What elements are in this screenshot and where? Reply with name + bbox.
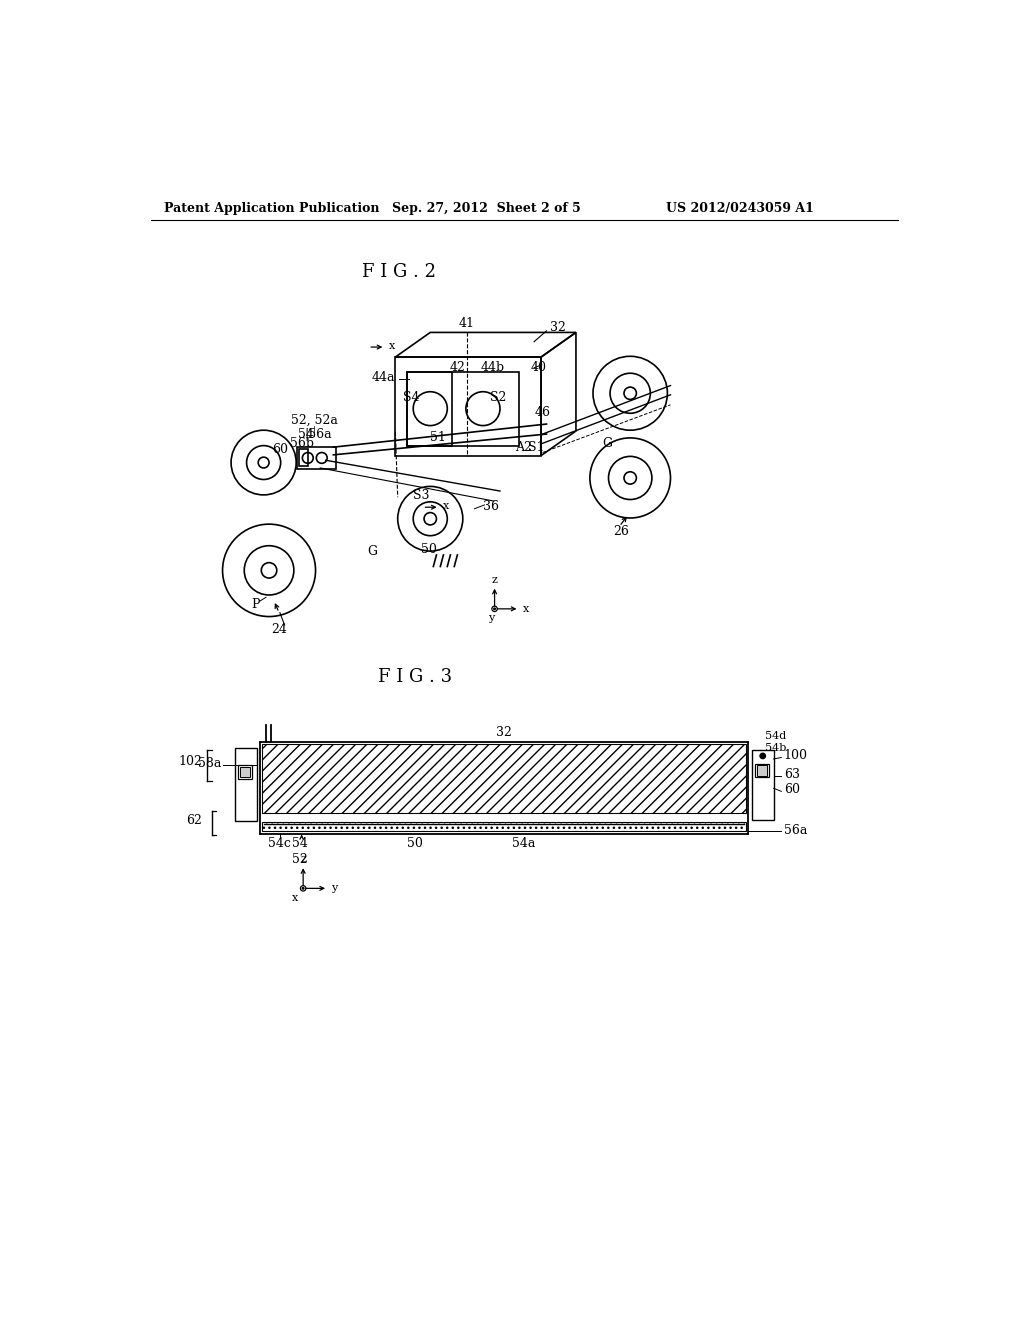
Bar bbox=[240, 767, 251, 777]
Text: 52, 52a: 52, 52a bbox=[291, 413, 338, 426]
Text: x: x bbox=[522, 603, 528, 614]
Bar bbox=[297, 447, 336, 469]
Bar bbox=[395, 358, 541, 455]
Bar bbox=[262, 822, 745, 832]
Text: 41: 41 bbox=[459, 317, 475, 330]
Text: 100: 100 bbox=[783, 750, 808, 763]
Bar bbox=[407, 372, 452, 446]
Text: 26: 26 bbox=[613, 524, 629, 537]
Text: 54c: 54c bbox=[267, 837, 291, 850]
Text: 58a: 58a bbox=[198, 758, 221, 770]
Text: F I G . 2: F I G . 2 bbox=[362, 264, 436, 281]
Text: 54a: 54a bbox=[512, 837, 535, 850]
Bar bbox=[262, 744, 745, 813]
Text: 54: 54 bbox=[292, 837, 308, 850]
Text: |56a: |56a bbox=[304, 428, 332, 441]
Text: Sep. 27, 2012  Sheet 2 of 5: Sep. 27, 2012 Sheet 2 of 5 bbox=[391, 202, 581, 215]
Text: 63: 63 bbox=[783, 768, 800, 781]
Text: x: x bbox=[388, 341, 394, 351]
Text: 44a: 44a bbox=[372, 371, 395, 384]
Bar bbox=[299, 449, 308, 466]
Text: 51: 51 bbox=[430, 430, 445, 444]
Text: 60: 60 bbox=[272, 444, 289, 455]
Text: 32: 32 bbox=[496, 726, 512, 739]
Text: 102: 102 bbox=[178, 755, 203, 768]
Text: Patent Application Publication: Patent Application Publication bbox=[164, 202, 379, 215]
Text: 40: 40 bbox=[530, 362, 547, 375]
Text: G: G bbox=[602, 437, 612, 450]
Text: 54d: 54d bbox=[765, 731, 786, 741]
Text: y: y bbox=[331, 883, 337, 894]
Text: 62: 62 bbox=[186, 814, 203, 828]
Text: S1: S1 bbox=[528, 441, 545, 454]
Text: 54b: 54b bbox=[765, 743, 786, 754]
Text: z: z bbox=[492, 574, 498, 585]
Text: 46: 46 bbox=[535, 407, 551, 418]
Text: 52: 52 bbox=[292, 853, 308, 866]
Text: 24: 24 bbox=[271, 623, 287, 636]
Text: 36: 36 bbox=[482, 500, 499, 513]
Text: A2: A2 bbox=[515, 441, 531, 454]
Text: 56b: 56b bbox=[291, 437, 314, 450]
Text: 44b: 44b bbox=[480, 362, 504, 375]
Text: 32: 32 bbox=[550, 321, 566, 334]
Text: x: x bbox=[442, 500, 449, 511]
Text: S3: S3 bbox=[413, 490, 429, 502]
Text: 42: 42 bbox=[450, 362, 465, 375]
Text: y: y bbox=[487, 612, 494, 623]
Text: 54: 54 bbox=[298, 428, 314, 441]
Text: 60: 60 bbox=[783, 783, 800, 796]
Text: x: x bbox=[292, 892, 299, 903]
Text: US 2012/0243059 A1: US 2012/0243059 A1 bbox=[667, 202, 814, 215]
Bar bbox=[752, 750, 773, 820]
Circle shape bbox=[494, 609, 496, 610]
Text: z: z bbox=[300, 854, 306, 865]
Text: 56a: 56a bbox=[783, 824, 807, 837]
Text: S4: S4 bbox=[402, 391, 419, 404]
Bar bbox=[757, 766, 767, 776]
Bar bbox=[755, 763, 769, 777]
Text: F I G . 3: F I G . 3 bbox=[378, 668, 452, 685]
Text: 50: 50 bbox=[421, 543, 436, 556]
Text: S2: S2 bbox=[490, 391, 507, 404]
Circle shape bbox=[302, 887, 304, 890]
Circle shape bbox=[760, 754, 765, 759]
Bar bbox=[238, 766, 252, 779]
Bar bbox=[407, 372, 519, 446]
Text: G: G bbox=[368, 545, 377, 557]
Bar bbox=[234, 748, 257, 821]
Text: 50: 50 bbox=[407, 837, 423, 850]
Text: P: P bbox=[252, 598, 260, 611]
